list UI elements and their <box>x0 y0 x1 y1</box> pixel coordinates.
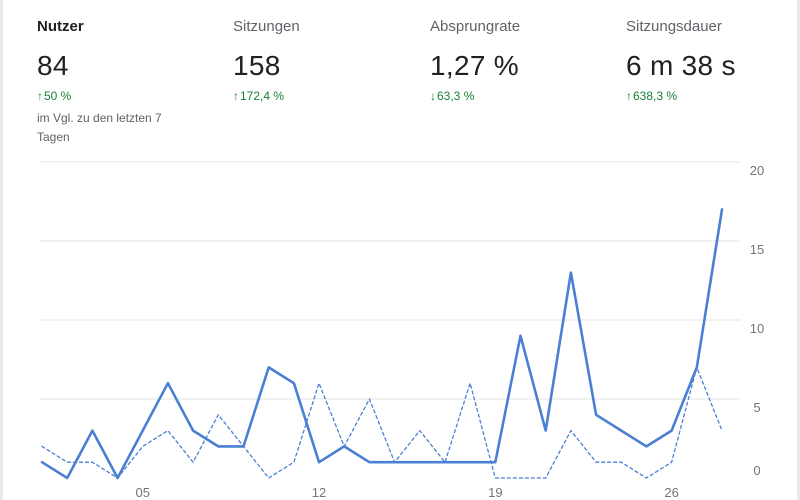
x-tick-label: 05 <box>136 485 150 500</box>
frame-left-border <box>0 0 3 500</box>
comparison-note: im Vgl. zu den letzten 7 Tagen <box>37 111 162 144</box>
metric-change: ↓63,3 % <box>430 89 520 103</box>
series-line-previous-period <box>41 366 723 479</box>
metric-label: Sitzungen <box>233 18 300 35</box>
metric-change: ↑638,3 % <box>626 89 736 103</box>
y-tick-label: 15 <box>750 242 764 257</box>
metric-label: Sitzungsdauer <box>626 18 722 35</box>
metric-value: 84 <box>37 50 69 81</box>
metric-change-value: 172,4 % <box>240 89 285 103</box>
arrow-up-icon: ↑ <box>626 89 632 103</box>
arrow-down-icon: ↓ <box>430 89 436 103</box>
metric-bounce-rate[interactable]: Absprungrate 1,27 % ↓63,3 % <box>430 18 520 103</box>
metric-change-value: 50 % <box>44 89 72 103</box>
x-tick-label: 26 <box>664 485 678 500</box>
metric-change: ↑50 % <box>37 89 187 103</box>
metric-label: Absprungrate <box>430 18 521 35</box>
metric-users[interactable]: Nutzer 84 ↑50 % im Vgl. zu den letzten 7… <box>37 18 187 147</box>
y-tick-label: 0 <box>753 463 760 478</box>
x-tick-label: 19 <box>488 485 502 500</box>
series-line-current-period <box>40 208 724 480</box>
arrow-up-icon: ↑ <box>37 89 43 103</box>
metric-value: 1,27 % <box>430 50 519 81</box>
metric-value: 6 m 38 s <box>626 50 736 81</box>
y-tick-label: 10 <box>750 321 764 336</box>
y-tick-label: 20 <box>750 163 764 178</box>
arrow-up-icon: ↑ <box>233 89 239 103</box>
frame-right-border <box>797 0 800 500</box>
x-tick-label: 12 <box>312 485 326 500</box>
metric-change-value: 63,3 % <box>437 89 475 103</box>
metric-change: ↑172,4 % <box>233 89 300 103</box>
metric-label: Nutzer <box>37 18 84 35</box>
metric-change-value: 638,3 % <box>633 89 678 103</box>
y-tick-label: 5 <box>753 400 760 415</box>
metric-session-duration[interactable]: Sitzungsdauer 6 m 38 s ↑638,3 % <box>626 18 736 103</box>
metric-sessions[interactable]: Sitzungen 158 ↑172,4 % <box>233 18 300 103</box>
metric-value: 158 <box>233 50 281 81</box>
